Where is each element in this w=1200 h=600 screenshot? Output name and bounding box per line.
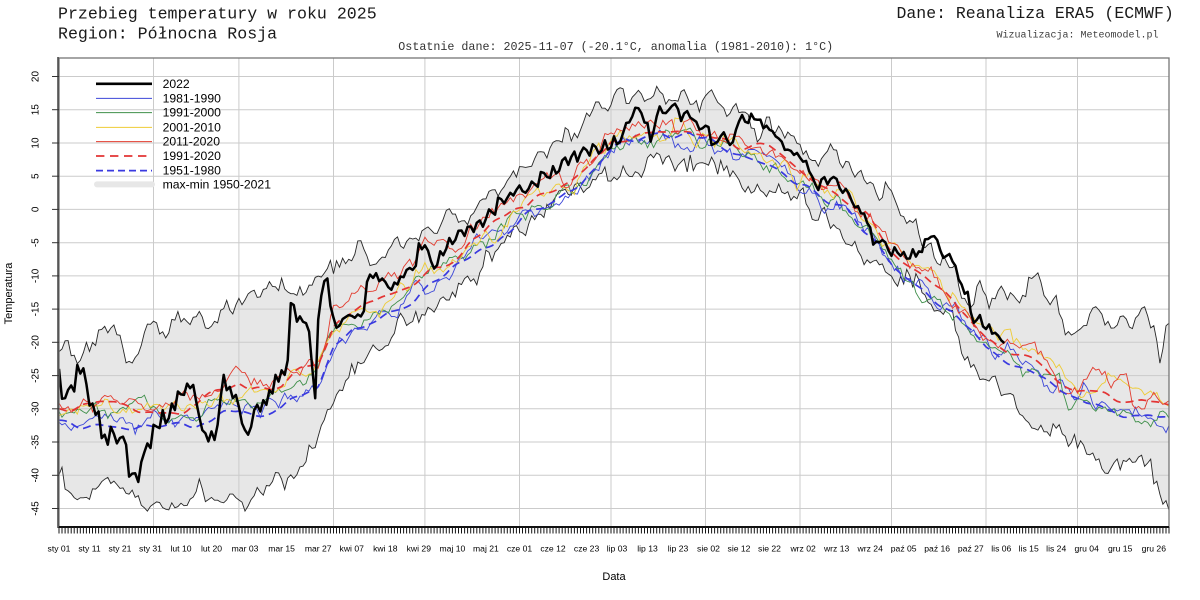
svg-text:0: 0 bbox=[31, 206, 42, 212]
svg-text:-35: -35 bbox=[31, 434, 42, 449]
svg-text:wrz 24: wrz 24 bbox=[857, 544, 884, 554]
svg-text:1951-1980: 1951-1980 bbox=[163, 164, 222, 178]
svg-text:-45: -45 bbox=[31, 501, 42, 516]
svg-text:lis 24: lis 24 bbox=[1046, 544, 1066, 554]
svg-text:paź 27: paź 27 bbox=[958, 544, 984, 554]
svg-text:paź 05: paź 05 bbox=[891, 544, 917, 554]
svg-text:kwi 07: kwi 07 bbox=[340, 544, 365, 554]
svg-text:5: 5 bbox=[31, 173, 42, 179]
svg-text:20: 20 bbox=[31, 71, 42, 83]
svg-text:sty 21: sty 21 bbox=[109, 544, 132, 554]
svg-text:sty 11: sty 11 bbox=[78, 544, 101, 554]
svg-text:-30: -30 bbox=[31, 401, 42, 416]
svg-text:10: 10 bbox=[31, 137, 42, 149]
svg-text:sie 02: sie 02 bbox=[697, 544, 720, 554]
svg-text:lip 13: lip 13 bbox=[637, 544, 658, 554]
svg-text:Przebieg temperatury w roku 20: Przebieg temperatury w roku 2025 bbox=[58, 5, 377, 24]
svg-text:gru 15: gru 15 bbox=[1108, 544, 1133, 554]
svg-text:2011-2020: 2011-2020 bbox=[163, 135, 221, 149]
svg-text:1991-2000: 1991-2000 bbox=[163, 106, 222, 120]
svg-text:mar 15: mar 15 bbox=[268, 544, 295, 554]
svg-text:-5: -5 bbox=[31, 238, 42, 247]
svg-text:paź 16: paź 16 bbox=[924, 544, 950, 554]
svg-text:kwi 18: kwi 18 bbox=[373, 544, 398, 554]
svg-text:kwi 29: kwi 29 bbox=[407, 544, 432, 554]
svg-text:Wizualizacja: Meteomodel.pl: Wizualizacja: Meteomodel.pl bbox=[997, 30, 1159, 42]
svg-text:Region: Północna Rosja: Region: Północna Rosja bbox=[58, 25, 277, 44]
svg-text:-40: -40 bbox=[31, 468, 42, 483]
svg-text:sie 22: sie 22 bbox=[758, 544, 781, 554]
svg-text:maj 10: maj 10 bbox=[440, 544, 466, 554]
svg-text:gru 26: gru 26 bbox=[1142, 544, 1167, 554]
svg-text:mar 03: mar 03 bbox=[232, 544, 259, 554]
svg-text:cze 01: cze 01 bbox=[507, 544, 533, 554]
svg-text:-25: -25 bbox=[31, 368, 42, 383]
svg-text:sie 12: sie 12 bbox=[728, 544, 751, 554]
svg-text:lut 20: lut 20 bbox=[201, 544, 222, 554]
svg-text:1981-1990: 1981-1990 bbox=[163, 91, 222, 105]
svg-text:Data: Data bbox=[602, 571, 626, 583]
svg-text:-15: -15 bbox=[31, 301, 42, 316]
svg-text:15: 15 bbox=[31, 104, 42, 116]
svg-text:wrz 02: wrz 02 bbox=[789, 544, 816, 554]
svg-text:lis 15: lis 15 bbox=[1019, 544, 1039, 554]
svg-text:lis 06: lis 06 bbox=[991, 544, 1011, 554]
svg-text:mar 27: mar 27 bbox=[305, 544, 332, 554]
svg-text:lip 23: lip 23 bbox=[668, 544, 689, 554]
svg-text:gru 04: gru 04 bbox=[1075, 544, 1100, 554]
svg-text:Temperatura: Temperatura bbox=[3, 262, 15, 325]
svg-text:1991-2020: 1991-2020 bbox=[163, 149, 222, 163]
svg-text:sty 31: sty 31 bbox=[139, 544, 162, 554]
svg-text:sty 01: sty 01 bbox=[48, 544, 71, 554]
svg-text:-10: -10 bbox=[31, 268, 42, 283]
svg-text:cze 12: cze 12 bbox=[540, 544, 566, 554]
svg-text:Dane: Reanaliza ERA5 (ECMWF): Dane: Reanaliza ERA5 (ECMWF) bbox=[897, 4, 1174, 23]
svg-text:-20: -20 bbox=[31, 335, 42, 350]
svg-text:2022: 2022 bbox=[163, 77, 190, 91]
svg-text:lut 10: lut 10 bbox=[170, 544, 191, 554]
svg-text:Ostatnie dane: 2025-11-07 (-20: Ostatnie dane: 2025-11-07 (-20.1°C, anom… bbox=[398, 40, 833, 54]
svg-text:maj 21: maj 21 bbox=[473, 544, 499, 554]
svg-text:2001-2010: 2001-2010 bbox=[163, 120, 222, 134]
svg-text:lip 03: lip 03 bbox=[607, 544, 628, 554]
svg-text:cze 23: cze 23 bbox=[574, 544, 600, 554]
svg-text:max-min 1950-2021: max-min 1950-2021 bbox=[163, 177, 272, 191]
svg-text:wrz 13: wrz 13 bbox=[823, 544, 850, 554]
